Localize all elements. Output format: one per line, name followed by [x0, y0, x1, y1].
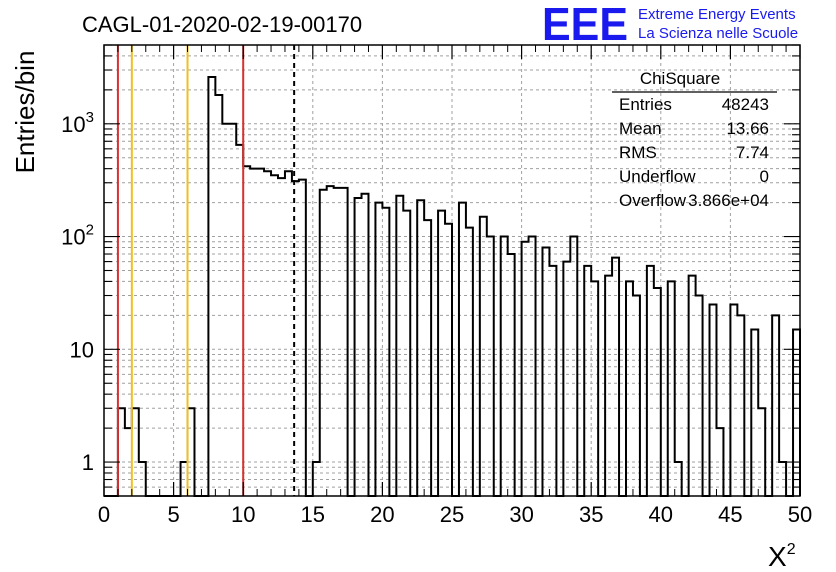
stats-row-label: RMS [619, 143, 657, 162]
y-tick-label: 10 [70, 337, 94, 362]
histogram-bin [647, 266, 654, 496]
histogram-bin [341, 188, 348, 496]
x-tick-label: 20 [370, 502, 394, 527]
stats-box: ChiSquare Entries 48243 Mean 13.66 RMS 7.74 Un… [612, 69, 777, 210]
histogram-bin [132, 408, 139, 496]
x-tick-label: 15 [301, 502, 325, 527]
histogram-bin [243, 166, 250, 496]
histogram-bin [772, 315, 779, 496]
eee-logo-mark: EEE [542, 0, 628, 50]
histogram-bin [278, 178, 285, 496]
stats-row-label: Overflow [619, 191, 687, 210]
x-tick-label: 5 [167, 502, 179, 527]
histogram-bin [696, 296, 703, 496]
y-tick-label: 102 [61, 222, 94, 250]
histogram-bin [668, 281, 675, 496]
histogram-bin [542, 247, 549, 496]
histogram-bin [689, 276, 696, 496]
histogram-bin [320, 190, 327, 496]
x-tick-label: 30 [509, 502, 533, 527]
logo-line-1: Extreme Energy Events [638, 6, 796, 23]
histogram-series [104, 76, 801, 497]
x-tick-label: 0 [98, 502, 110, 527]
chart-title: CAGL-01-2020-02-19-00170 [82, 12, 362, 37]
histogram-bin [612, 258, 619, 496]
histogram-bin [508, 254, 515, 496]
y-tick-label: 103 [61, 109, 94, 137]
stats-row-value: 3.866e+04 [688, 191, 769, 210]
y-tick-label: 1 [82, 450, 94, 475]
y-axis-label: Entries/bin [10, 51, 40, 174]
histogram-bin [236, 145, 243, 496]
x-tick-label: 45 [718, 502, 742, 527]
histogram-bin [591, 281, 598, 496]
histogram-bin [257, 169, 264, 496]
y-tick-labels: 1 10 102 103 [61, 109, 94, 475]
histogram-bin [654, 288, 661, 496]
histogram-bin [633, 296, 640, 496]
x-axis-label-exponent: 2 [787, 541, 796, 558]
stats-row-value: 7.74 [736, 143, 769, 162]
histogram-bin [362, 194, 369, 496]
x-axis-label: X2 [768, 541, 796, 572]
x-tick-label: 35 [579, 502, 603, 527]
histogram-bin [188, 408, 195, 496]
histogram-bin [292, 181, 299, 496]
logo-line-2: La Scienza nelle Scuole [638, 25, 798, 42]
histogram-bin [382, 208, 389, 496]
histogram-bin [264, 171, 271, 496]
histogram-bin [626, 281, 633, 496]
stats-row-label: Underflow [619, 167, 696, 186]
histogram-bin [327, 186, 334, 496]
histogram-bin [438, 211, 445, 496]
histogram-bin [605, 276, 612, 496]
histogram-bin [208, 77, 215, 496]
x-tick-label: 40 [649, 502, 673, 527]
histogram-bin [396, 196, 403, 496]
x-tick-label: 25 [440, 502, 464, 527]
reference-lines [116, 45, 296, 496]
x-tick-label: 50 [788, 502, 812, 527]
histogram-bin [417, 200, 424, 496]
histogram-bin [480, 217, 487, 496]
histogram-bin [229, 124, 236, 496]
histogram-bin [250, 169, 257, 496]
histogram-bin [355, 198, 362, 496]
x-tick-label: 10 [231, 502, 255, 527]
x-axis-label-base: X [768, 541, 787, 572]
histogram-bin [299, 180, 306, 496]
histogram-bin [222, 124, 229, 496]
histogram-bin [563, 262, 570, 496]
histogram-bin [522, 242, 529, 496]
histogram-bin [285, 171, 292, 496]
histogram-bin [118, 408, 125, 496]
stats-title: ChiSquare [640, 69, 720, 88]
histogram-bin [466, 228, 473, 496]
histogram-bin [403, 211, 410, 496]
histogram-bin [758, 408, 765, 496]
stats-row-label: Entries [619, 95, 672, 114]
x-tick-labels: 0 5 10 15 20 25 30 35 40 45 50 [98, 502, 812, 527]
eee-logo: EEE Extreme Energy Events La Scienza nel… [542, 0, 798, 50]
stats-row-value: 13.66 [726, 119, 769, 138]
histogram-bin [271, 175, 278, 496]
histogram-bin [334, 188, 341, 496]
stats-row-label: Mean [619, 119, 662, 138]
histogram-outline [104, 76, 801, 497]
stats-row-value: 48243 [722, 95, 769, 114]
stats-row-value: 0 [760, 167, 769, 186]
histogram-bin [584, 266, 591, 496]
histogram-bin [737, 315, 744, 496]
histogram-bin [549, 266, 556, 496]
axis-ticks [103, 44, 801, 497]
